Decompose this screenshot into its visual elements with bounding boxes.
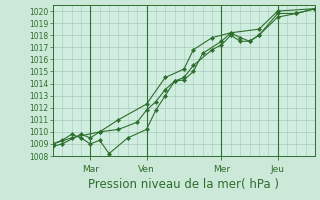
- X-axis label: Pression niveau de la mer( hPa ): Pression niveau de la mer( hPa ): [89, 178, 279, 191]
